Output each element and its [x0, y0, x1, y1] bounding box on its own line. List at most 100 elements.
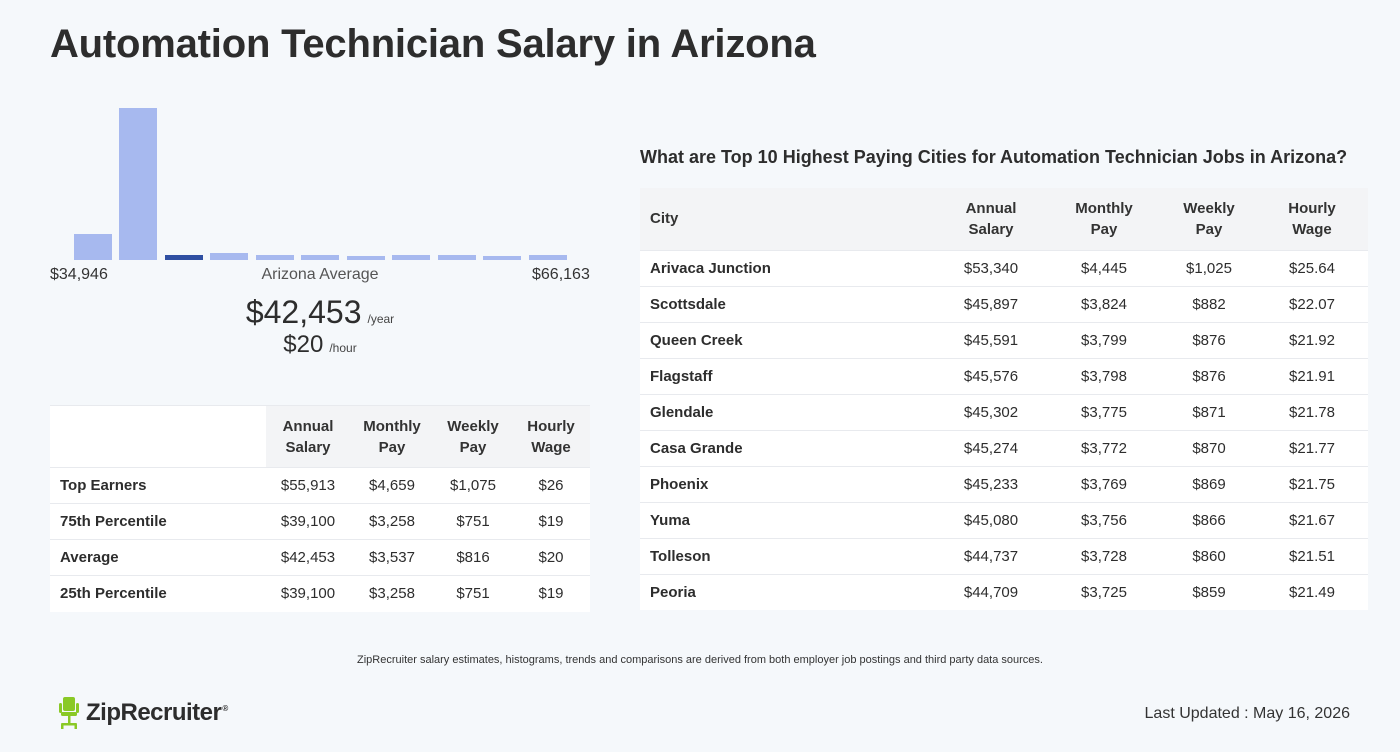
average-yearly-salary: $42,453/year [50, 294, 590, 331]
percentile-header-monthly: Monthly Pay [350, 405, 434, 468]
hourly-cell: $21.92 [1256, 321, 1368, 358]
cities-header-monthly: Monthly Pay [1046, 188, 1162, 250]
cities-table: City Annual Salary Monthly Pay Weekly Pay H… [640, 188, 1368, 610]
monthly-cell: $3,824 [1046, 285, 1162, 322]
hourly-cell: $22.07 [1256, 285, 1368, 322]
hourly-cell: $21.49 [1256, 573, 1368, 610]
ziprecruiter-chair-icon [59, 697, 79, 729]
page-title: Automation Technician Salary in Arizona [50, 22, 816, 66]
hourly-cell: $21.51 [1256, 537, 1368, 574]
data-source-disclaimer: ZipRecruiter salary estimates, histogram… [357, 654, 1043, 666]
weekly-cell: $870 [1162, 429, 1256, 466]
weekly-cell: $1,075 [434, 467, 512, 504]
annual-cell: $45,080 [936, 501, 1046, 538]
annual-cell: $44,709 [936, 573, 1046, 610]
hourly-cell: $25.64 [1256, 249, 1368, 286]
table-row: Flagstaff $45,576 $3,798 $876 $21.91 [640, 357, 1368, 394]
table-row: Yuma $45,080 $3,756 $866 $21.67 [640, 501, 1368, 538]
annual-cell: $45,302 [936, 393, 1046, 430]
weekly-cell: $1,025 [1162, 249, 1256, 286]
histogram-bar [301, 255, 340, 260]
annual-cell: $45,576 [936, 357, 1046, 394]
logo-text: ZipRecruiter® [86, 699, 228, 726]
row-label: Top Earners [50, 467, 266, 504]
histogram-bar [483, 256, 522, 260]
percentile-table: Annual Salary Monthly Pay Weekly Pay Hourly… [50, 405, 590, 612]
table-row: Casa Grande $45,274 $3,772 $870 $21.77 [640, 429, 1368, 466]
annual-cell: $45,233 [936, 465, 1046, 502]
average-yearly-value: $42,453 [245, 294, 362, 330]
percentile-header-blank [50, 405, 266, 468]
monthly-cell: $3,775 [1046, 393, 1162, 430]
average-hourly-wage: $20/hour [50, 331, 590, 359]
weekly-cell: $869 [1162, 465, 1256, 502]
cities-header-annual: Annual Salary [936, 188, 1046, 250]
cities-header-city: City [640, 188, 936, 250]
hourly-cell: $19 [512, 575, 590, 612]
histogram-bar [74, 234, 112, 260]
hourly-cell: $21.91 [1256, 357, 1368, 394]
monthly-cell: $4,445 [1046, 249, 1162, 286]
weekly-cell: $876 [1162, 357, 1256, 394]
table-row: Arivaca Junction $53,340 $4,445 $1,025 $… [640, 249, 1368, 286]
weekly-cell: $876 [1162, 321, 1256, 358]
histogram-bar [528, 255, 567, 260]
table-row: Peoria $44,709 $3,725 $859 $21.49 [640, 573, 1368, 610]
hour-unit: /hour [329, 341, 357, 355]
city-name: Arivaca Junction [640, 249, 936, 286]
annual-cell: $42,453 [266, 539, 350, 576]
annual-cell: $45,897 [936, 285, 1046, 322]
monthly-cell: $3,258 [350, 575, 434, 612]
histogram-bar [119, 108, 158, 260]
monthly-cell: $3,798 [1046, 357, 1162, 394]
city-name: Flagstaff [640, 357, 936, 394]
table-row: Tolleson $44,737 $3,728 $860 $21.51 [640, 537, 1368, 574]
histogram-bar [255, 255, 294, 260]
annual-cell: $44,737 [936, 537, 1046, 574]
percentile-header-annual: Annual Salary [266, 405, 350, 468]
cities-header-weekly: Weekly Pay [1162, 188, 1256, 250]
hourly-cell: $19 [512, 503, 590, 540]
weekly-cell: $816 [434, 539, 512, 576]
hourly-cell: $21.75 [1256, 465, 1368, 502]
row-label: 75th Percentile [50, 503, 266, 540]
monthly-cell: $3,725 [1046, 573, 1162, 610]
histogram-bar [392, 255, 431, 260]
annual-cell: $39,100 [266, 575, 350, 612]
city-name: Glendale [640, 393, 936, 430]
histogram-average-label: Arizona Average [261, 266, 379, 283]
percentile-table-header: Annual Salary Monthly Pay Weekly Pay Hourly… [50, 405, 590, 468]
cities-heading: What are Top 10 Highest Paying Cities fo… [640, 147, 1348, 167]
table-row: 25th Percentile $39,100 $3,258 $751 $19 [50, 575, 590, 612]
cities-table-header: City Annual Salary Monthly Pay Weekly Pay H… [640, 188, 1368, 250]
monthly-cell: $3,728 [1046, 537, 1162, 574]
hourly-cell: $20 [512, 539, 590, 576]
annual-cell: $39,100 [266, 503, 350, 540]
weekly-cell: $751 [434, 503, 512, 540]
table-row: Top Earners $55,913 $4,659 $1,075 $26 [50, 467, 590, 504]
weekly-cell: $871 [1162, 393, 1256, 430]
hourly-cell: $21.67 [1256, 501, 1368, 538]
histogram-bar [346, 256, 385, 260]
average-hourly-value: $20 [283, 331, 324, 358]
monthly-cell: $3,537 [350, 539, 434, 576]
ziprecruiter-logo[interactable]: ZipRecruiter® [58, 695, 228, 731]
row-label: Average [50, 539, 266, 576]
annual-cell: $53,340 [936, 249, 1046, 286]
table-row: Queen Creek $45,591 $3,799 $876 $21.92 [640, 321, 1368, 358]
percentile-header-weekly: Weekly Pay [434, 405, 512, 468]
table-row: Phoenix $45,233 $3,769 $869 $21.75 [640, 465, 1368, 502]
city-name: Yuma [640, 501, 936, 538]
monthly-cell: $3,769 [1046, 465, 1162, 502]
table-row: Average $42,453 $3,537 $816 $20 [50, 539, 590, 576]
histogram-bar-average [164, 255, 203, 260]
city-name: Queen Creek [640, 321, 936, 358]
histogram-bar [437, 255, 476, 260]
weekly-cell: $866 [1162, 501, 1256, 538]
weekly-cell: $751 [434, 575, 512, 612]
city-name: Tolleson [640, 537, 936, 574]
city-name: Scottsdale [640, 285, 936, 322]
city-name: Peoria [640, 573, 936, 610]
monthly-cell: $3,799 [1046, 321, 1162, 358]
